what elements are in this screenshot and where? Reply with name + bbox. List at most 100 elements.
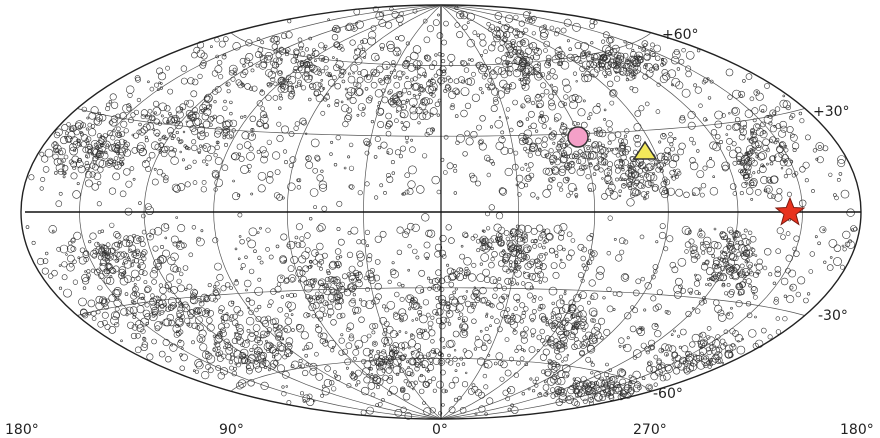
galaxy-point (296, 82, 302, 87)
galaxy-point (727, 238, 732, 243)
galaxy-point (42, 258, 49, 264)
galaxy-point (321, 384, 326, 389)
galaxy-point (478, 138, 484, 144)
galaxy-point (742, 249, 751, 258)
galaxy-point (812, 148, 818, 153)
galaxy-point (309, 362, 318, 371)
galaxy-point (278, 47, 286, 55)
galaxy-point (602, 70, 608, 76)
galaxy-point (153, 167, 157, 171)
galaxy-point (110, 115, 119, 123)
galaxy-point (132, 315, 136, 319)
galaxy-point (248, 299, 255, 306)
galaxy-point (180, 65, 188, 72)
galaxy-point (390, 160, 395, 165)
galaxy-point (559, 165, 567, 173)
galaxy-point (445, 224, 452, 231)
galaxy-point (520, 103, 526, 109)
galaxy-point (561, 143, 567, 148)
galaxy-point (122, 259, 129, 265)
galaxy-point (335, 58, 339, 61)
galaxy-point (500, 70, 509, 79)
galaxy-point (599, 394, 607, 401)
galaxy-point (305, 362, 310, 367)
galaxy-point (406, 188, 414, 195)
galaxy-point (842, 247, 847, 252)
galaxy-point (683, 191, 690, 199)
galaxy-point (690, 255, 698, 263)
galaxy-point (505, 396, 511, 402)
galaxy-point (428, 350, 437, 359)
galaxy-point (407, 268, 411, 272)
galaxy-point (412, 60, 421, 69)
galaxy-point (589, 256, 595, 261)
galaxy-point (154, 321, 163, 330)
galaxy-point (548, 99, 555, 107)
galaxy-point (505, 87, 511, 93)
galaxy-point (774, 193, 783, 202)
galaxy-point (485, 157, 491, 162)
galaxy-point (98, 272, 105, 280)
galaxy-point (245, 297, 250, 302)
galaxy-point (332, 75, 337, 80)
galaxy-point (541, 114, 549, 123)
galaxy-point (535, 137, 542, 145)
galaxy-point (153, 111, 157, 115)
galaxy-point (558, 294, 563, 299)
galaxy-point (398, 34, 405, 42)
galaxy-point (179, 353, 183, 357)
galaxy-point (443, 20, 449, 27)
galaxy-point (268, 254, 274, 260)
galaxy-point (459, 267, 463, 272)
galaxy-point (507, 247, 511, 251)
galaxy-point (101, 298, 107, 304)
galaxy-point (214, 130, 222, 138)
galaxy-point (485, 301, 490, 307)
galaxy-point (270, 359, 278, 368)
galaxy-point (623, 239, 629, 245)
galaxy-point (315, 291, 320, 297)
galaxy-point (98, 138, 105, 144)
galaxy-point (514, 257, 522, 265)
galaxy-point (99, 262, 103, 266)
galaxy-point (354, 383, 358, 387)
galaxy-point (579, 65, 586, 72)
galaxy-point (679, 328, 687, 336)
galaxy-point (480, 54, 484, 57)
longitude-label-180-left: 180° (5, 422, 39, 438)
galaxy-point (398, 154, 403, 159)
galaxy-point (500, 146, 509, 155)
galaxy-point (467, 388, 475, 395)
galaxy-point (624, 312, 632, 320)
galaxy-point (63, 171, 67, 175)
galaxy-point (689, 161, 699, 171)
galaxy-point (462, 274, 468, 279)
galaxy-point (752, 294, 758, 300)
galaxy-point (332, 24, 341, 33)
galaxy-point (315, 156, 321, 162)
galaxy-point (61, 261, 68, 268)
galaxy-point (542, 276, 548, 283)
galaxy-point (245, 339, 250, 344)
galaxy-point (387, 90, 392, 95)
galaxy-point (699, 244, 707, 251)
galaxy-point (348, 333, 354, 339)
galaxy-point (118, 268, 126, 277)
galaxy-point (656, 82, 661, 87)
galaxy-point (385, 21, 393, 29)
galaxy-point (694, 253, 701, 260)
galaxy-point (298, 358, 303, 363)
galaxy-point (355, 345, 359, 349)
galaxy-point (290, 313, 294, 316)
galaxy-point (95, 114, 103, 122)
galaxy-point (202, 143, 211, 152)
galaxy-point (158, 255, 167, 264)
galaxy-point (453, 163, 457, 168)
galaxy-point (694, 86, 702, 94)
galaxy-point (320, 332, 328, 340)
galaxy-point (393, 357, 402, 366)
galaxy-point (542, 240, 547, 245)
galaxy-point (459, 253, 465, 260)
galaxy-point (448, 381, 456, 389)
galaxy-point (365, 244, 369, 248)
